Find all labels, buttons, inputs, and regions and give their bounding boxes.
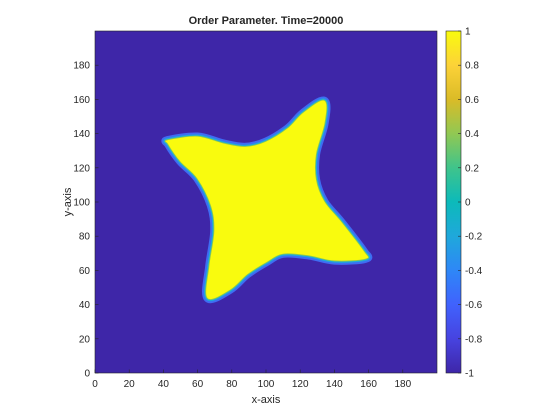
x-tick-label: 160	[360, 379, 377, 390]
y-tick-label: 120	[73, 163, 90, 174]
x-tick-label: 80	[226, 379, 238, 390]
colorbar-tick-label: -0.8	[465, 334, 483, 345]
y-tick-label: 40	[79, 300, 91, 311]
x-tick-label: 40	[158, 379, 170, 390]
x-axis-ticks: 0 20 40 60 80 100 120 140 160 180	[92, 369, 412, 390]
x-tick-label: 120	[292, 379, 309, 390]
colorbar-tick-label: 0	[465, 198, 471, 209]
y-axis-label: y-axis	[62, 187, 74, 216]
y-axis-ticks: 0 20 40 60 80 100 120 140 160 180	[73, 61, 99, 380]
chart-title: Order Parameter. Time=20000	[189, 15, 344, 27]
y-tick-label: 100	[73, 198, 90, 209]
y-tick-label: 0	[84, 369, 90, 380]
order-parameter-star	[165, 100, 369, 300]
y-tick-label: 180	[73, 61, 90, 72]
colorbar-tick-label: 0.6	[465, 95, 479, 106]
x-axis-label: x-axis	[252, 394, 281, 406]
colorbar-tick-label: -1	[465, 369, 474, 380]
y-tick-label: 140	[73, 129, 90, 140]
plot-area	[94, 30, 438, 374]
colorbar-tick-label: 0.4	[465, 129, 479, 140]
colorbar-ticks: 1 0.8 0.6 0.4 0.2 0 -0.2 -0.4 -0.6 -0.8 -1	[458, 27, 483, 380]
x-tick-label: 100	[258, 379, 275, 390]
x-tick-label: 20	[124, 379, 136, 390]
x-tick-label: 180	[394, 379, 411, 390]
y-tick-label: 20	[79, 334, 91, 345]
colorbar-tick-label: -0.6	[465, 300, 483, 311]
colorbar-tick-label: 0.2	[465, 163, 479, 174]
colorbar-tick-label: -0.4	[465, 266, 483, 277]
x-tick-label: 60	[192, 379, 204, 390]
y-tick-label: 160	[73, 95, 90, 106]
colorbar-tick-label: 1	[465, 27, 471, 38]
y-tick-label: 80	[79, 232, 91, 243]
colorbar-tick-label: -0.2	[465, 232, 483, 243]
y-tick-label: 60	[79, 266, 91, 277]
colorbar-tick-label: 0.8	[465, 61, 479, 72]
colorbar: 1 0.8 0.6 0.4 0.2 0 -0.2 -0.4 -0.6 -0.8 -1	[445, 27, 483, 380]
x-tick-label: 0	[92, 379, 98, 390]
x-tick-label: 140	[326, 379, 343, 390]
